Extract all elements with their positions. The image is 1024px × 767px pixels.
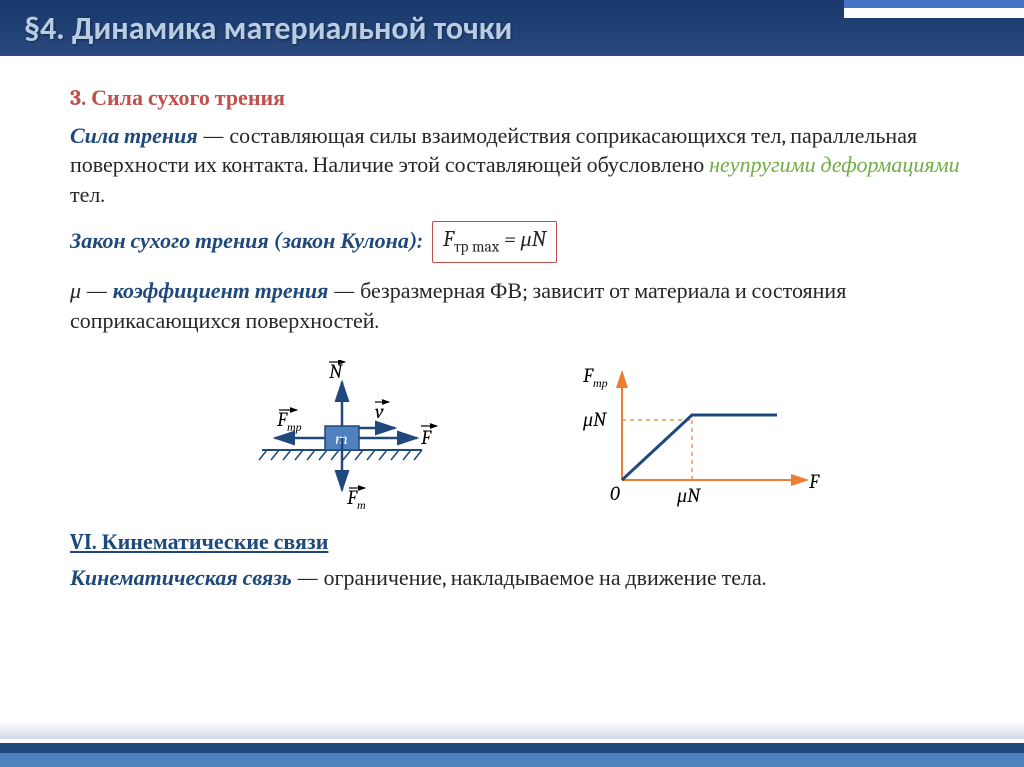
svg-text:F: F — [420, 426, 432, 449]
diagram-row: m N Fтр v F Fт — [70, 360, 984, 510]
slide-header: §4. Динамика материальной точки — [0, 0, 1024, 56]
law-label: Закон сухого трения (закон Кулона): — [70, 227, 422, 257]
slide-footer — [0, 731, 1024, 767]
free-body-diagram: m N Fтр v F Fт — [227, 360, 457, 510]
formula-max-friction: Fтр max = μN — [432, 221, 557, 263]
svg-text:μN: μN — [582, 408, 608, 431]
svg-text:v: v — [375, 400, 384, 423]
subsection-title: 3. Сила сухого трения — [70, 84, 984, 114]
coulomb-law-line: Закон сухого трения (закон Кулона): Fтр … — [70, 221, 984, 263]
kinematic-term: Кинематическая связь — [70, 565, 292, 591]
friction-term: Сила трения — [70, 123, 198, 149]
section-vi-heading: VI. Кинематические связи — [70, 528, 984, 558]
friction-chart: Fтр μN 0 μN F — [577, 360, 827, 510]
header-accent — [844, 8, 1024, 18]
slide-content: 3. Сила сухого трения Сила трения — сост… — [0, 56, 1024, 614]
inelastic-term: неупругими деформациями — [709, 152, 960, 178]
svg-text:μN: μN — [676, 484, 702, 507]
mu-term: коэффициент трения — [113, 278, 329, 304]
svg-text:0: 0 — [610, 482, 620, 505]
svg-text:Fтр: Fтр — [276, 408, 302, 434]
svg-text:Fт: Fт — [346, 486, 366, 510]
mu-definition: μ — коэффициент трения — безразмерная ФВ… — [70, 277, 984, 336]
kinematic-definition: Кинематическая связь — ограничение, накл… — [70, 564, 984, 594]
slide-title: §4. Динамика материальной точки — [24, 9, 512, 48]
svg-text:N: N — [329, 360, 344, 383]
svg-text:Fтр: Fтр — [582, 364, 608, 390]
svg-text:F: F — [808, 470, 820, 493]
friction-definition: Сила трения — составляющая силы взаимоде… — [70, 122, 984, 211]
